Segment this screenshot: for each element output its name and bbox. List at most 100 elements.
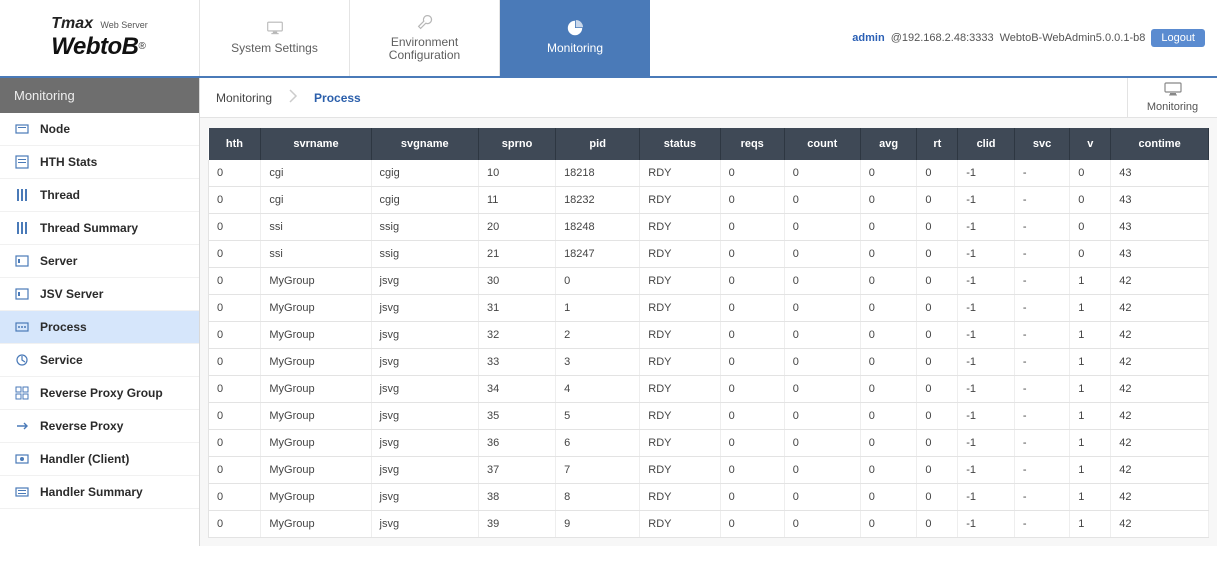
table-row[interactable]: 0cgicgig1018218RDY0000-1-043 — [209, 160, 1209, 187]
breadcrumb-row: Monitoring Process Monitoring — [200, 78, 1217, 118]
sidebar-item-label: Thread Summary — [40, 221, 138, 235]
table-cell: 0 — [860, 511, 917, 538]
sidebar-item-reverse-proxy-group[interactable]: Reverse Proxy Group — [0, 377, 199, 410]
table-col-svrname[interactable]: svrname — [261, 128, 371, 160]
table-row[interactable]: 0MyGroupjsvg377RDY0000-1-142 — [209, 457, 1209, 484]
table-row[interactable]: 0cgicgig1118232RDY0000-1-043 — [209, 187, 1209, 214]
table-cell: 8 — [556, 484, 640, 511]
table-row[interactable]: 0MyGroupjsvg399RDY0000-1-142 — [209, 511, 1209, 538]
table-cell: 0 — [860, 430, 917, 457]
sidebar-list: NodeHTH StatsThread Thread Summary Server J… — [0, 113, 199, 509]
breadcrumb: Monitoring Process — [216, 89, 361, 106]
table-cell: 0 — [720, 160, 784, 187]
table-cell: 1 — [1070, 457, 1111, 484]
sidebar-item-label: Handler (Client) — [40, 452, 129, 466]
sidebar-item-label: Handler Summary — [40, 485, 143, 499]
sidebar-item-reverse-proxy[interactable]: Reverse Proxy — [0, 410, 199, 443]
table-col-count[interactable]: count — [784, 128, 860, 160]
table-cell: 0 — [917, 376, 958, 403]
table-cell: 0 — [720, 268, 784, 295]
tab-monitoring[interactable]: Monitoring — [500, 0, 650, 76]
table-cell: 0 — [917, 484, 958, 511]
table-col-status[interactable]: status — [640, 128, 720, 160]
table-col-hth[interactable]: hth — [209, 128, 261, 160]
breadcrumb-root[interactable]: Monitoring — [216, 91, 272, 105]
table-cell: 42 — [1111, 268, 1209, 295]
tab-system-settings[interactable]: System Settings — [200, 0, 350, 76]
table-cell: 1 — [1070, 376, 1111, 403]
table-cell: - — [1014, 430, 1069, 457]
sidebar-item-jsv-server[interactable]: JSV Server — [0, 278, 199, 311]
tab-label: System Settings — [231, 42, 318, 55]
table-row[interactable]: 0MyGroupjsvg300RDY0000-1-142 — [209, 268, 1209, 295]
table-cell: 0 — [1070, 214, 1111, 241]
brand-name: WebtoB — [51, 33, 138, 60]
sidebar-item-label: JSV Server — [40, 287, 103, 301]
sidebar-item-label: Reverse Proxy Group — [40, 386, 163, 400]
table-cell: 38 — [478, 484, 555, 511]
table-cell: 0 — [209, 322, 261, 349]
table-col-sprno[interactable]: sprno — [478, 128, 555, 160]
piechart-icon — [567, 20, 583, 36]
table-cell: 21 — [478, 241, 555, 268]
table-cell: 11 — [478, 187, 555, 214]
table-cell: 0 — [860, 403, 917, 430]
sidebar-item-thread[interactable]: Thread — [0, 179, 199, 212]
table-col-clid[interactable]: clid — [958, 128, 1015, 160]
logout-button[interactable]: Logout — [1151, 29, 1205, 47]
table-cell: jsvg — [371, 430, 478, 457]
sidebar-item-thread-summary[interactable]: Thread Summary — [0, 212, 199, 245]
table-row[interactable]: 0MyGroupjsvg333RDY0000-1-142 — [209, 349, 1209, 376]
table-cell: -1 — [958, 349, 1015, 376]
table-row[interactable]: 0MyGroupjsvg388RDY0000-1-142 — [209, 484, 1209, 511]
sidebar-item-service[interactable]: Service — [0, 344, 199, 377]
sidebar-item-node[interactable]: Node — [0, 113, 199, 146]
table-row[interactable]: 0ssissig2018248RDY0000-1-043 — [209, 214, 1209, 241]
table-cell: - — [1014, 295, 1069, 322]
table-cell: ssi — [261, 241, 371, 268]
table-wrap: hthsvrnamesvgnamesprnopidstatusreqscount… — [200, 118, 1217, 546]
table-row[interactable]: 0MyGroupjsvg344RDY0000-1-142 — [209, 376, 1209, 403]
table-col-svc[interactable]: svc — [1014, 128, 1069, 160]
table-col-svgname[interactable]: svgname — [371, 128, 478, 160]
table-row[interactable]: 0MyGroupjsvg366RDY0000-1-142 — [209, 430, 1209, 457]
monitor-small-icon — [1164, 82, 1182, 99]
sidebar-item-hth-stats[interactable]: HTH Stats — [0, 146, 199, 179]
table-col-v[interactable]: v — [1070, 128, 1111, 160]
table-cell: jsvg — [371, 484, 478, 511]
table-cell: 0 — [556, 268, 640, 295]
sidebar-item-icon — [14, 154, 30, 170]
table-cell: MyGroup — [261, 349, 371, 376]
table-cell: 0 — [784, 295, 860, 322]
table-row[interactable]: 0ssissig2118247RDY0000-1-043 — [209, 241, 1209, 268]
table-cell: 0 — [860, 241, 917, 268]
sidebar-item-label: Service — [40, 353, 83, 367]
tab-environment-config[interactable]: Environment Configuration — [350, 0, 500, 76]
table-row[interactable]: 0MyGroupjsvg355RDY0000-1-142 — [209, 403, 1209, 430]
table-cell: 1 — [1070, 349, 1111, 376]
table-col-pid[interactable]: pid — [556, 128, 640, 160]
table-cell: -1 — [958, 322, 1015, 349]
table-cell: - — [1014, 457, 1069, 484]
table-cell: 0 — [720, 322, 784, 349]
table-cell: MyGroup — [261, 322, 371, 349]
sidebar-item-handler-client-[interactable]: Handler (Client) — [0, 443, 199, 476]
table-col-reqs[interactable]: reqs — [720, 128, 784, 160]
table-cell: 3 — [556, 349, 640, 376]
table-col-rt[interactable]: rt — [917, 128, 958, 160]
sidebar-item-process[interactable]: Process — [0, 311, 199, 344]
breadcrumb-right-panel[interactable]: Monitoring — [1127, 78, 1217, 117]
table-cell: 43 — [1111, 160, 1209, 187]
table-col-avg[interactable]: avg — [860, 128, 917, 160]
table-cell: 0 — [720, 376, 784, 403]
sidebar-item-server[interactable]: Server — [0, 245, 199, 278]
tab-label: Monitoring — [547, 42, 603, 55]
table-row[interactable]: 0MyGroupjsvg322RDY0000-1-142 — [209, 322, 1209, 349]
table-cell: 0 — [860, 484, 917, 511]
sidebar-item-handler-summary[interactable]: Handler Summary — [0, 476, 199, 509]
table-cell: 35 — [478, 403, 555, 430]
sidebar-item-icon — [14, 451, 30, 467]
table-row[interactable]: 0MyGroupjsvg311RDY0000-1-142 — [209, 295, 1209, 322]
table-cell: 1 — [1070, 322, 1111, 349]
table-col-contime[interactable]: contime — [1111, 128, 1209, 160]
